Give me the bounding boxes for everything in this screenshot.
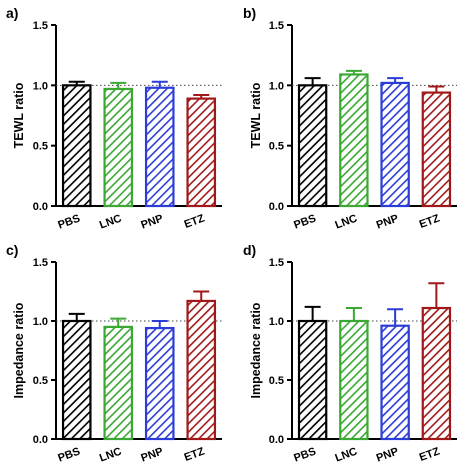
bar-etz (186, 97, 217, 208)
chart-panel: d) 0.0 0.5 1.0 1.5 Impedance ratio PBS LNC PNP ET… (243, 242, 457, 465)
panel-label: a) (6, 5, 18, 21)
bar-pnp (380, 81, 410, 208)
bar-lnc (103, 325, 134, 441)
x-tick-label: PBS (56, 446, 81, 465)
x-tick-label: PBS (292, 446, 317, 465)
x-tick-label: PNP (139, 213, 164, 232)
bar-pbs (61, 84, 92, 208)
bar-etz (421, 91, 452, 208)
panel-label: c) (6, 242, 18, 258)
y-tick-label: 0.5 (269, 141, 284, 153)
x-tick-label: ETZ (418, 445, 442, 463)
y-axis-title: Impedance ratio (249, 302, 263, 398)
y-tick-label: 1.0 (269, 80, 284, 92)
bar-lnc (103, 87, 134, 208)
x-tick-label: LNC (334, 446, 359, 465)
chart-panel: c) 0.0 0.5 1.0 1.5 Impedance ratio PBS LNC PNP ET… (6, 242, 222, 465)
x-tick-label: LNC (334, 213, 359, 232)
y-tick-label: 1.5 (269, 257, 284, 269)
y-axis-title: Impedance ratio (12, 302, 26, 398)
y-axis-title: TEWL ratio (249, 82, 263, 148)
y-tick-label: 0.0 (33, 201, 48, 213)
bar-pnp (144, 326, 175, 441)
x-tick-label: LNC (98, 213, 123, 232)
x-tick-label: PNP (375, 446, 400, 465)
x-tick-label: ETZ (183, 212, 207, 230)
bar-pbs (297, 319, 328, 441)
bar-etz (186, 299, 217, 441)
x-tick-label: PBS (56, 213, 81, 232)
y-tick-label: 1.0 (33, 316, 48, 328)
y-axis-title: TEWL ratio (12, 82, 26, 148)
x-tick-label: ETZ (183, 445, 207, 463)
y-tick-label: 0.0 (33, 434, 48, 446)
bar-pnp (380, 324, 410, 441)
y-tick-label: 1.5 (269, 20, 284, 32)
panel-label: b) (243, 5, 256, 21)
y-tick-label: 0.0 (269, 201, 284, 213)
chart-panel: a) 0.0 0.5 1.0 1.5 TEWL ratio PBS LNC PNP ETZ (6, 5, 222, 232)
y-tick-label: 1.0 (33, 80, 48, 92)
x-tick-label: PNP (139, 446, 164, 465)
bar-etz (421, 306, 452, 441)
bar-lnc (339, 73, 369, 208)
bar-lnc (339, 319, 369, 441)
panel-label: d) (243, 242, 256, 258)
x-tick-label: LNC (98, 446, 123, 465)
bar-pbs (61, 319, 92, 441)
x-tick-label: PNP (375, 213, 400, 232)
y-tick-label: 0.0 (269, 434, 284, 446)
y-tick-label: 0.5 (33, 375, 48, 387)
y-tick-label: 1.5 (33, 257, 48, 269)
x-tick-label: PBS (292, 213, 317, 232)
x-tick-label: ETZ (418, 212, 442, 230)
y-tick-label: 1.5 (33, 20, 48, 32)
y-tick-label: 0.5 (269, 375, 284, 387)
bar-pbs (297, 84, 328, 208)
chart-panel: b) 0.0 0.5 1.0 1.5 TEWL ratio PBS LNC PNP ETZ (243, 5, 457, 232)
y-tick-label: 0.5 (33, 141, 48, 153)
y-tick-label: 1.0 (269, 316, 284, 328)
bar-pnp (144, 86, 175, 208)
